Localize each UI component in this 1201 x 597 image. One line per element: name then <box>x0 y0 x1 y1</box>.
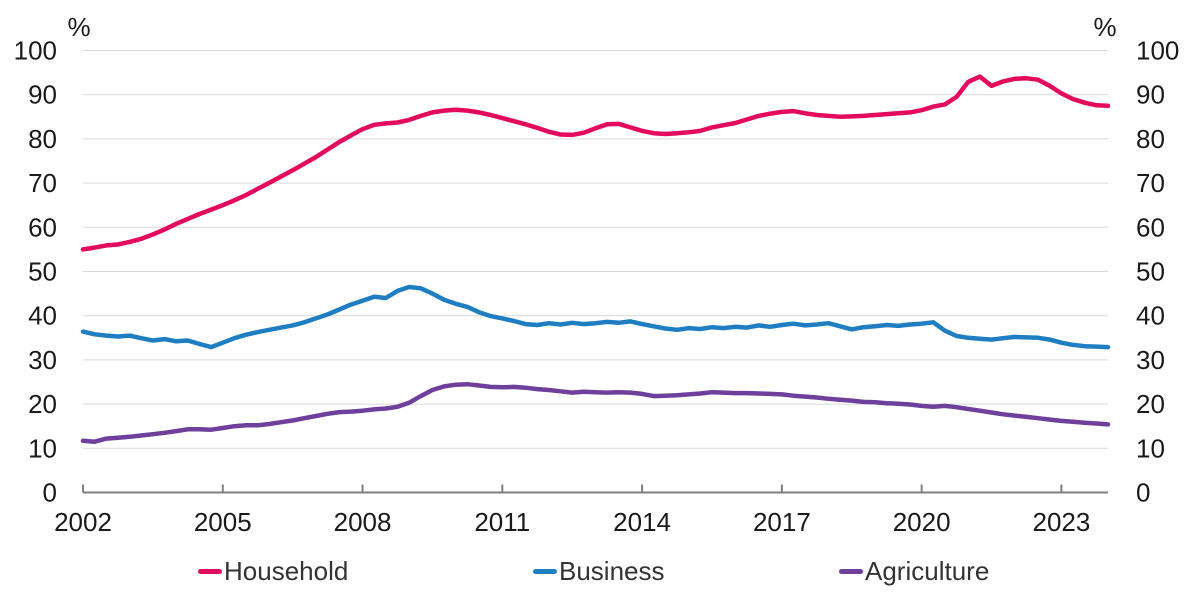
legend-item-agriculture: Agriculture <box>839 556 989 586</box>
y-axis-label-right: 0 <box>1136 478 1150 508</box>
y-axis-label-right: 20 <box>1136 389 1165 419</box>
y-axis-label-left: 90 <box>28 80 57 110</box>
y-axis-label-right: 80 <box>1136 124 1165 154</box>
y-axis-label-left: 100 <box>14 36 57 66</box>
y-axis-label-right: 30 <box>1136 345 1165 375</box>
x-axis-label: 2008 <box>334 507 392 537</box>
unit-label-right: % <box>1093 12 1116 42</box>
x-axis-label: 2002 <box>54 507 112 537</box>
y-axis-label-right: 50 <box>1136 257 1165 287</box>
x-axis-label: 2023 <box>1032 507 1090 537</box>
series-line-business <box>80 284 1111 350</box>
y-axis-label-left: 50 <box>28 257 57 287</box>
x-axis-label: 2014 <box>613 507 671 537</box>
legend-label-agriculture: Agriculture <box>865 555 990 586</box>
y-axis-label-left: 40 <box>28 301 57 331</box>
household-line-swatch <box>198 568 222 574</box>
unit-label-left: % <box>67 12 90 42</box>
legend-item-business: Business <box>533 556 665 586</box>
legend-label-business: Business <box>559 555 665 586</box>
y-axis-label-left: 0 <box>43 478 57 508</box>
y-axis-label-right: 60 <box>1136 212 1165 242</box>
y-axis-label-left: 20 <box>28 389 57 419</box>
series-line-household <box>80 74 1111 252</box>
x-axis-label: 2011 <box>474 507 530 537</box>
y-axis-label-left: 30 <box>28 345 57 375</box>
y-axis-label-right: 10 <box>1136 433 1165 463</box>
legend-label-household: Household <box>224 555 349 586</box>
x-axis-label: 2017 <box>753 507 811 537</box>
y-axis-label-left: 80 <box>28 124 57 154</box>
y-axis-label-right: 100 <box>1136 36 1179 66</box>
agriculture-line-swatch <box>839 568 863 574</box>
y-axis-label-right: 40 <box>1136 301 1165 331</box>
series-line-agriculture <box>80 381 1111 444</box>
y-axis-label-left: 70 <box>28 168 57 198</box>
y-axis-label-right: 90 <box>1136 80 1165 110</box>
y-axis-label-left: 60 <box>28 212 57 242</box>
x-axis-label: 2005 <box>194 507 252 537</box>
y-axis-label-left: 10 <box>28 433 57 463</box>
x-axis-label: 2020 <box>893 507 951 537</box>
y-axis-label-right: 70 <box>1136 168 1165 198</box>
business-line-swatch <box>533 568 557 574</box>
legend-item-household: Household <box>198 556 348 586</box>
